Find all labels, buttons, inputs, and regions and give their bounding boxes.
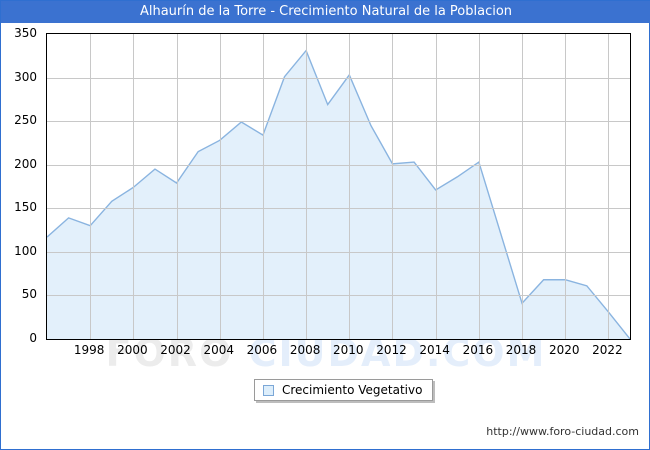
legend-swatch-icon (263, 384, 274, 396)
x-axis-tick-label: 2018 (505, 343, 537, 357)
x-axis-tick-label: 1998 (73, 343, 105, 357)
plot-area (46, 33, 631, 340)
y-axis-tick-label: 350 (14, 26, 37, 40)
y-axis-tick-label: 200 (14, 156, 37, 171)
x-axis-tick-label: 2004 (203, 343, 234, 357)
y-axis-tick-label: 250 (14, 113, 37, 128)
x-axis-tick-label: 2016 (462, 343, 494, 357)
y-axis-tick-label: 100 (14, 243, 37, 258)
y-axis-tick-label: 0 (29, 331, 37, 345)
gridline-vertical (479, 34, 480, 339)
legend-label: Crecimiento Vegetativo (282, 383, 423, 397)
gridline-horizontal (47, 252, 630, 253)
series-line (47, 51, 630, 339)
gridline-vertical (349, 34, 350, 339)
y-axis-tick-label: 150 (14, 200, 37, 215)
y-axis-tick-label: 300 (14, 69, 37, 84)
gridline-horizontal (47, 165, 630, 166)
gridline-vertical (436, 34, 437, 339)
gridline-vertical (133, 34, 134, 339)
x-axis-tick-label: 2010 (333, 343, 364, 357)
gridline-vertical (220, 34, 221, 339)
y-axis-tick-label: 50 (21, 287, 37, 302)
x-axis-tick-label: 2008 (289, 343, 321, 357)
x-axis-tick-label: 2000 (117, 343, 148, 357)
x-axis-tick-label: 2012 (376, 343, 407, 357)
gridline-horizontal (47, 78, 630, 79)
gridline-vertical (306, 34, 307, 339)
chart-title: Alhaurín de la Torre - Crecimiento Natur… (1, 1, 650, 23)
gridline-horizontal (47, 295, 630, 296)
gridline-horizontal (47, 121, 630, 122)
gridline-vertical (90, 34, 91, 339)
gridline-horizontal (47, 208, 630, 209)
x-axis-tick-label: 2002 (160, 343, 191, 357)
gridline-vertical (565, 34, 566, 339)
series-fill (47, 50, 630, 339)
gridline-vertical (392, 34, 393, 339)
x-axis-tick-label: 2014 (419, 343, 450, 357)
legend[interactable]: Crecimiento Vegetativo (254, 379, 434, 401)
plot-inner (47, 34, 630, 339)
gridline-vertical (263, 34, 264, 339)
x-axis-tick-label: 2006 (246, 343, 278, 357)
gridline-vertical (522, 34, 523, 339)
source-url: http://www.foro-ciudad.com (486, 425, 639, 438)
x-axis-tick-label: 2020 (548, 343, 580, 357)
x-axis-tick-label: 2022 (592, 343, 623, 357)
gridline-vertical (177, 34, 178, 339)
series-area-chart (47, 34, 630, 339)
gridline-vertical (608, 34, 609, 339)
